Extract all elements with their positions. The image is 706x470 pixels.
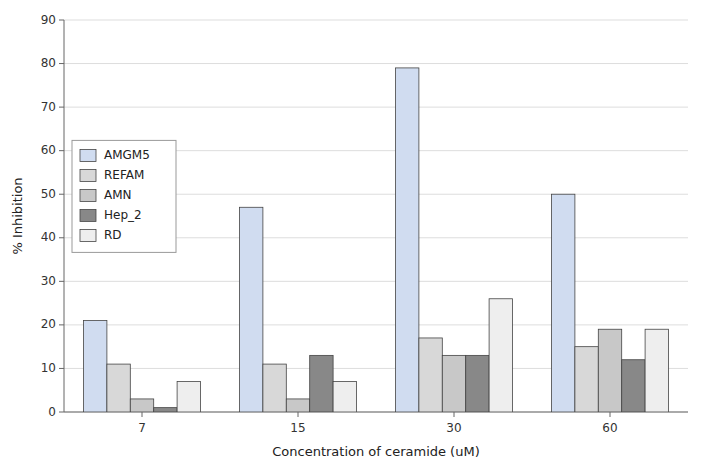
axes: 0 10 20 30 40 50 60 70 80 90 7 15 30 60 [41, 13, 688, 436]
y-tick-label: 90 [41, 13, 56, 27]
bar [107, 364, 130, 412]
grid-line [64, 281, 688, 282]
y-tick [59, 281, 64, 282]
y-tick-label: 80 [41, 56, 56, 70]
y-tick-label: 60 [41, 143, 56, 157]
y-tick-label: 30 [41, 274, 56, 288]
x-tick [142, 412, 143, 417]
grid-line [64, 63, 688, 64]
grid-line [64, 20, 688, 21]
y-tick [59, 194, 64, 195]
bar [310, 355, 333, 412]
bar [286, 399, 309, 412]
grid-line [64, 107, 688, 108]
y-tick-label: 50 [41, 187, 56, 201]
x-axis-label: Concentration of ceramide (uM) [272, 444, 479, 459]
y-axis-label: % Inhibition [10, 177, 25, 254]
y-tick-label: 10 [41, 361, 56, 375]
legend-label: AMGM5 [104, 148, 150, 162]
x-tick [610, 412, 611, 417]
x-tick-label: 30 [446, 421, 461, 435]
bar [154, 408, 177, 412]
x-tick [454, 412, 455, 417]
bar [645, 329, 668, 412]
grid-line [64, 324, 688, 325]
bar [489, 299, 512, 412]
bar [240, 207, 263, 412]
legend-swatch [80, 169, 96, 181]
y-tick-label: 70 [41, 100, 56, 114]
x-tick-label: 15 [290, 421, 305, 435]
y-tick [59, 324, 64, 325]
legend-label: REFAM [104, 168, 144, 182]
y-tick [59, 20, 64, 21]
chart: 0 10 20 30 40 50 60 70 80 90 7 15 30 60 Concentration … [0, 0, 706, 470]
bar [84, 321, 107, 412]
y-tick [59, 63, 64, 64]
bar [622, 360, 645, 412]
bar [575, 347, 598, 412]
bar [333, 382, 356, 412]
y-tick-label: 40 [41, 230, 56, 244]
legend-swatch [80, 229, 96, 241]
x-tick-label: 7 [138, 421, 146, 435]
bar [419, 338, 442, 412]
bar [598, 329, 621, 412]
y-axis-line [64, 20, 65, 412]
bar [552, 194, 575, 412]
legend-label: AMN [104, 188, 132, 202]
legend-label: RD [104, 228, 122, 242]
legend-box [72, 140, 176, 252]
y-tick [59, 368, 64, 369]
legend: AMGM5 REFAM AMN Hep_2 RD [72, 140, 176, 252]
x-tick [298, 412, 299, 417]
y-tick-label: 0 [48, 405, 56, 419]
grid [64, 20, 688, 412]
bar [263, 364, 286, 412]
bar [177, 382, 200, 412]
legend-swatch [80, 189, 96, 201]
bar [396, 68, 419, 412]
legend-swatch [80, 209, 96, 221]
bar [130, 399, 153, 412]
legend-label: Hep_2 [104, 208, 142, 222]
bar [466, 355, 489, 412]
y-tick [59, 237, 64, 238]
x-tick-label: 60 [602, 421, 617, 435]
legend-swatch [80, 149, 96, 161]
y-tick [59, 412, 64, 413]
bar [442, 355, 465, 412]
y-tick [59, 107, 64, 108]
y-tick [59, 150, 64, 151]
y-tick-label: 20 [41, 317, 56, 331]
